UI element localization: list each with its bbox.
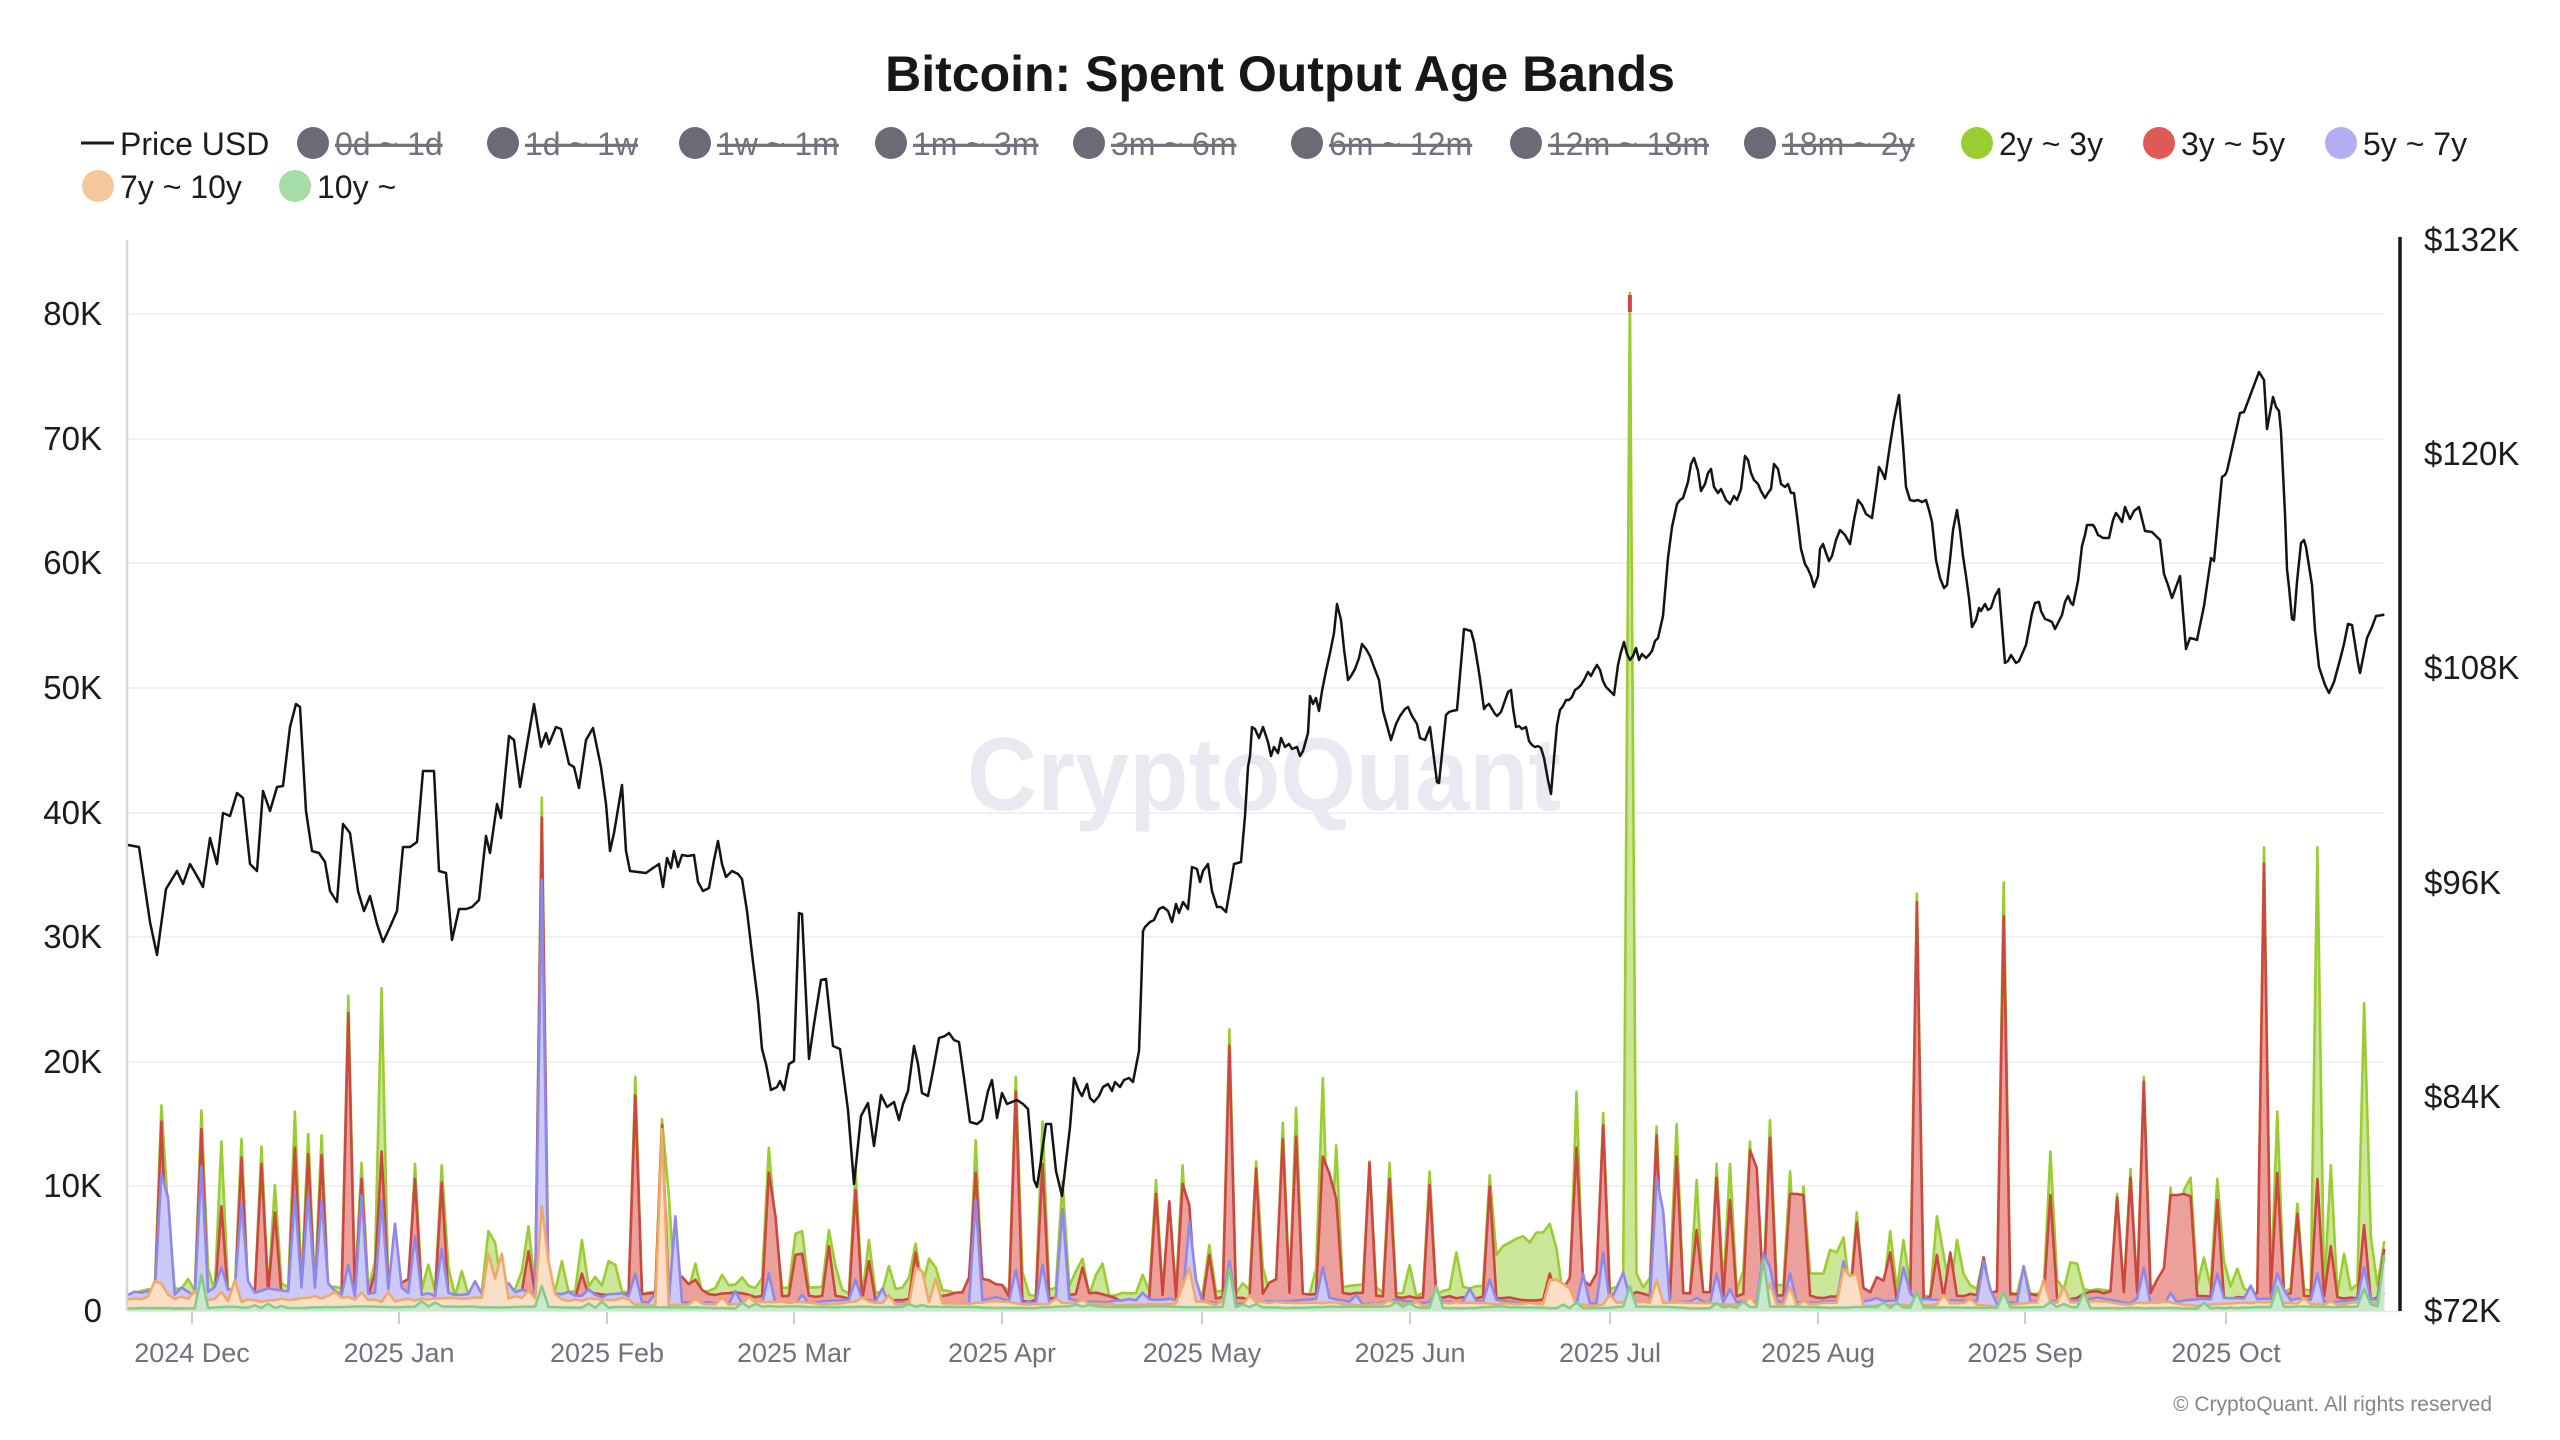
svg-text:1d ~ 1w: 1d ~ 1w (525, 126, 639, 162)
svg-text:$108K: $108K (2424, 649, 2519, 686)
svg-text:2025 Apr: 2025 Apr (948, 1338, 1056, 1368)
svg-text:© CryptoQuant. All rights rese: © CryptoQuant. All rights reserved (2173, 1393, 2492, 1416)
svg-text:1m ~ 3m: 1m ~ 3m (913, 126, 1038, 162)
svg-text:$96K: $96K (2424, 864, 2501, 901)
svg-text:2025 Sep: 2025 Sep (1967, 1338, 2083, 1368)
svg-text:3m ~ 6m: 3m ~ 6m (1111, 126, 1236, 162)
svg-text:0d ~ 1d: 0d ~ 1d (335, 126, 443, 162)
svg-text:5y ~ 7y: 5y ~ 7y (2363, 126, 2467, 162)
svg-text:20K: 20K (43, 1043, 102, 1080)
svg-text:2024 Dec: 2024 Dec (134, 1338, 250, 1368)
svg-text:2025 Mar: 2025 Mar (737, 1338, 851, 1368)
svg-text:6m ~ 12m: 6m ~ 12m (1329, 126, 1472, 162)
svg-text:10y ~: 10y ~ (317, 169, 396, 205)
svg-text:80K: 80K (43, 295, 102, 332)
svg-text:2025 May: 2025 May (1143, 1338, 1262, 1368)
svg-text:Price USD: Price USD (120, 126, 269, 162)
svg-text:40K: 40K (43, 794, 102, 831)
svg-text:$72K: $72K (2424, 1292, 2501, 1329)
svg-text:50K: 50K (43, 669, 102, 706)
svg-text:2025 Jul: 2025 Jul (1559, 1338, 1661, 1368)
svg-text:0: 0 (84, 1292, 102, 1329)
svg-text:10K: 10K (43, 1167, 102, 1204)
svg-text:12m ~ 18m: 12m ~ 18m (1548, 126, 1709, 162)
svg-text:30K: 30K (43, 918, 102, 955)
svg-text:2025 Jun: 2025 Jun (1354, 1338, 1465, 1368)
svg-text:2025 Aug: 2025 Aug (1761, 1338, 1875, 1368)
svg-text:$132K: $132K (2424, 221, 2519, 258)
svg-text:$84K: $84K (2424, 1078, 2501, 1115)
svg-text:CryptoQuant: CryptoQuant (967, 717, 1561, 833)
svg-text:$120K: $120K (2424, 435, 2519, 472)
svg-text:3y ~ 5y: 3y ~ 5y (2181, 126, 2285, 162)
svg-text:2y ~ 3y: 2y ~ 3y (1999, 126, 2103, 162)
svg-text:18m ~ 2y: 18m ~ 2y (1782, 126, 1915, 162)
svg-text:2025 Oct: 2025 Oct (2171, 1338, 2281, 1368)
svg-text:2025 Jan: 2025 Jan (343, 1338, 454, 1368)
svg-text:2025 Feb: 2025 Feb (550, 1338, 664, 1368)
svg-text:Bitcoin: Spent Output Age Band: Bitcoin: Spent Output Age Bands (885, 46, 1675, 102)
svg-text:70K: 70K (43, 420, 102, 457)
svg-text:60K: 60K (43, 544, 102, 581)
svg-text:1w ~ 1m: 1w ~ 1m (717, 126, 839, 162)
svg-text:7y ~ 10y: 7y ~ 10y (120, 169, 242, 205)
